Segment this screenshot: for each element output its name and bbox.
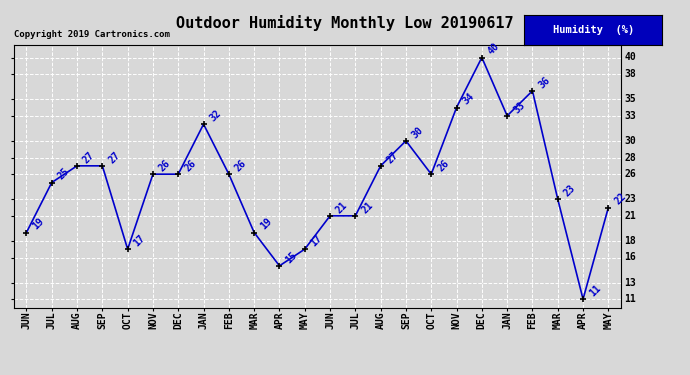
Text: 40: 40 <box>624 53 636 63</box>
Text: 38: 38 <box>624 69 636 79</box>
Text: 11: 11 <box>587 283 602 298</box>
Text: 15: 15 <box>284 250 299 265</box>
Text: 26: 26 <box>624 169 636 179</box>
Text: 21: 21 <box>359 200 375 215</box>
Text: 30: 30 <box>410 124 426 140</box>
Text: 13: 13 <box>624 278 636 288</box>
Text: 21: 21 <box>334 200 350 215</box>
Text: 34: 34 <box>461 92 476 107</box>
Text: 11: 11 <box>624 294 636 304</box>
Text: 27: 27 <box>385 150 400 165</box>
Text: 36: 36 <box>537 75 552 90</box>
Text: 22: 22 <box>613 191 628 207</box>
Text: 18: 18 <box>624 236 636 246</box>
Text: Humidity  (%): Humidity (%) <box>553 25 634 35</box>
Text: 26: 26 <box>435 158 451 173</box>
Text: 27: 27 <box>106 150 122 165</box>
Text: 17: 17 <box>132 233 147 248</box>
Text: 23: 23 <box>624 194 636 204</box>
Text: 27: 27 <box>81 150 97 165</box>
Text: 28: 28 <box>624 153 636 162</box>
Text: 26: 26 <box>182 158 198 173</box>
Text: Outdoor Humidity Monthly Low 20190617: Outdoor Humidity Monthly Low 20190617 <box>176 15 514 31</box>
Text: 33: 33 <box>511 100 526 115</box>
Text: 16: 16 <box>624 252 636 262</box>
Text: 35: 35 <box>624 94 636 104</box>
Text: 26: 26 <box>157 158 172 173</box>
Text: 32: 32 <box>208 108 223 123</box>
Text: 30: 30 <box>624 136 636 146</box>
Text: 23: 23 <box>562 183 578 198</box>
Text: 19: 19 <box>258 216 274 232</box>
Text: 19: 19 <box>30 216 46 232</box>
Text: 25: 25 <box>56 166 71 182</box>
Text: Copyright 2019 Cartronics.com: Copyright 2019 Cartronics.com <box>14 30 170 39</box>
Text: 26: 26 <box>233 158 248 173</box>
Text: 33: 33 <box>624 111 636 121</box>
Text: 17: 17 <box>309 233 324 248</box>
Text: 40: 40 <box>486 41 502 57</box>
Text: 21: 21 <box>624 211 636 221</box>
